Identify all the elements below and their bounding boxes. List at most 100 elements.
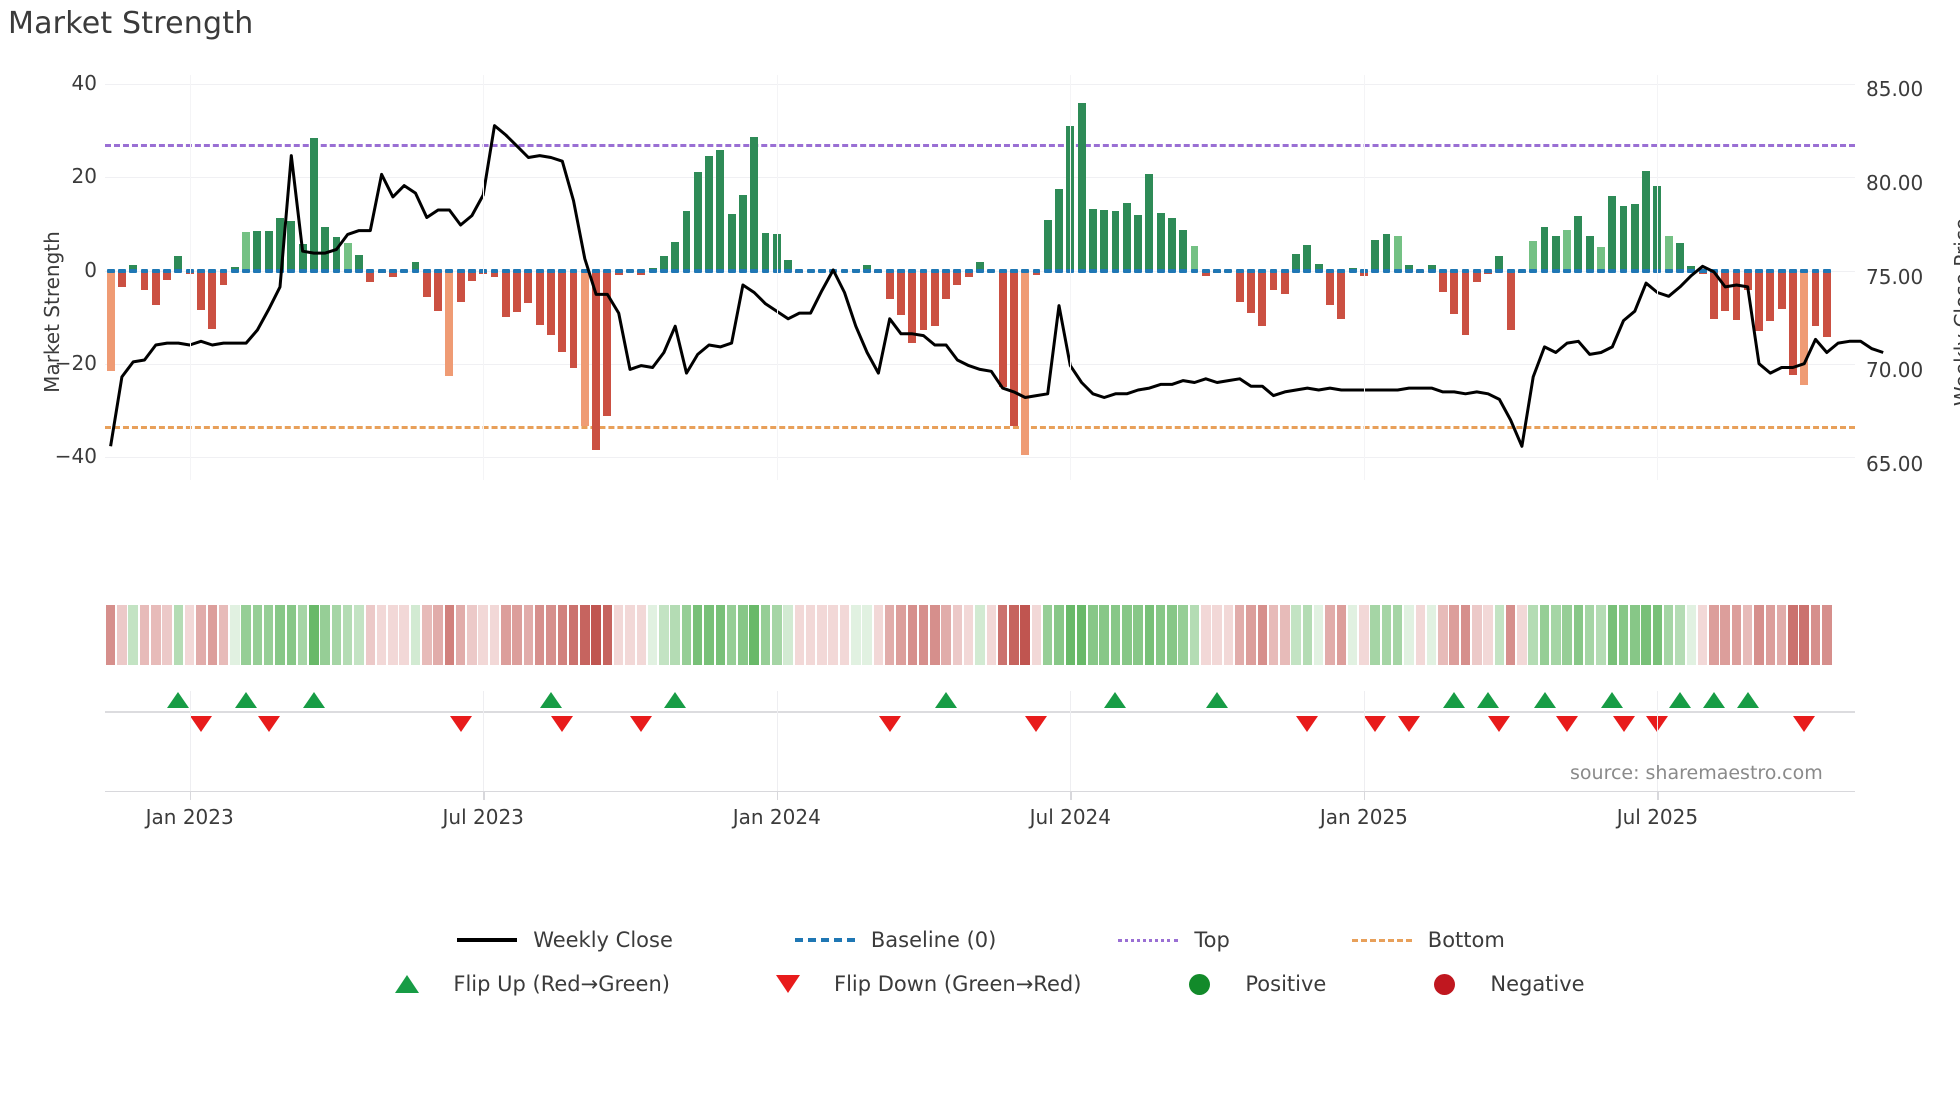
legend-item[interactable]: Flip Up (Red→Green) bbox=[375, 964, 670, 1004]
market-strength-bar bbox=[1405, 264, 1413, 271]
market-strength-bar bbox=[1608, 196, 1617, 271]
heat-strip-cell bbox=[591, 605, 601, 665]
triangle-down-red-icon bbox=[775, 975, 800, 993]
baseline-segment bbox=[422, 268, 431, 273]
market-strength-bar bbox=[197, 270, 205, 310]
heat-strip-cell bbox=[738, 605, 748, 665]
market-strength-bar bbox=[716, 149, 725, 271]
baseline-segment bbox=[1732, 268, 1741, 273]
market-strength-bar bbox=[1766, 270, 1775, 322]
top-reference-line bbox=[105, 143, 1855, 147]
legend-item[interactable]: Positive bbox=[1167, 964, 1326, 1004]
baseline-segment bbox=[1359, 268, 1368, 273]
baseline-segment bbox=[1619, 268, 1628, 273]
x-gridline bbox=[483, 691, 485, 791]
market-strength-bar bbox=[1630, 203, 1639, 271]
market-strength-bar bbox=[1461, 270, 1470, 336]
x-axis-tick-label: Jul 2023 bbox=[442, 805, 524, 829]
heat-strip-cell bbox=[580, 605, 590, 665]
baseline-segment bbox=[467, 268, 476, 273]
flip-up-marker-icon bbox=[1477, 692, 1500, 708]
x-gridline bbox=[483, 75, 485, 480]
baseline-segment bbox=[930, 268, 939, 273]
market-strength-bar bbox=[309, 138, 318, 271]
heat-strip-cell bbox=[1562, 605, 1572, 665]
heat-strip-cell bbox=[794, 605, 805, 665]
baseline-segment bbox=[1551, 268, 1560, 273]
legend-item[interactable]: Negative bbox=[1412, 964, 1585, 1004]
heat-strip-cell bbox=[1743, 605, 1753, 665]
market-strength-bar bbox=[547, 270, 555, 336]
flip-up-marker-icon bbox=[1443, 692, 1466, 708]
market-strength-bar bbox=[1055, 189, 1063, 271]
market-strength-bar bbox=[1619, 206, 1628, 271]
market-strength-bar bbox=[298, 244, 307, 271]
baseline-segment bbox=[1179, 268, 1188, 273]
heat-strip-cell bbox=[1686, 605, 1697, 665]
flip-down-marker-icon bbox=[551, 716, 574, 732]
market-strength-bar bbox=[1167, 217, 1176, 271]
market-strength-bar bbox=[1822, 270, 1831, 337]
market-strength-bar bbox=[264, 231, 273, 271]
market-strength-bar bbox=[738, 194, 747, 271]
baseline-segment bbox=[355, 268, 363, 273]
line-dashed-blue-icon bbox=[794, 938, 855, 942]
heat-strip-cell bbox=[354, 605, 364, 665]
heat-strip-cell bbox=[1460, 605, 1471, 665]
legend-item[interactable]: Baseline (0) bbox=[793, 920, 996, 960]
market-strength-bar bbox=[366, 270, 375, 282]
heat-strip-cell bbox=[1099, 605, 1109, 665]
heat-strip-cell bbox=[422, 605, 432, 665]
market-strength-bar bbox=[321, 227, 330, 271]
legend-row-2: Flip Up (Red→Green) Flip Down (Green→Red)… bbox=[0, 964, 1960, 1004]
x-axis-tick-label: Jan 2023 bbox=[145, 805, 234, 829]
baseline-segment bbox=[264, 268, 273, 273]
baseline-segment bbox=[1743, 268, 1752, 273]
legend-item[interactable]: Top bbox=[1116, 920, 1230, 960]
market-strength-bar bbox=[287, 221, 296, 271]
baseline-segment bbox=[501, 268, 510, 273]
market-strength-bar bbox=[784, 260, 792, 271]
legend-item[interactable]: Flip Down (Green→Red) bbox=[756, 964, 1081, 1004]
heat-strip-cell bbox=[117, 605, 127, 665]
heat-strip-cell bbox=[1043, 605, 1053, 665]
x-axis-tick-label: Jul 2024 bbox=[1029, 805, 1112, 829]
heat-strip-cell bbox=[997, 605, 1008, 665]
heat-strip-cell bbox=[1009, 605, 1019, 665]
heat-strip-cell bbox=[399, 605, 409, 665]
y-axis-right-tick-label: 70.00 bbox=[1866, 358, 1924, 383]
heat-strip-cell bbox=[1076, 605, 1087, 665]
baseline-segment bbox=[569, 268, 578, 273]
baseline-segment bbox=[1247, 268, 1255, 273]
legend-item[interactable]: Bottom bbox=[1350, 920, 1505, 960]
market-strength-bar bbox=[897, 270, 905, 315]
heat-strip-cell bbox=[941, 605, 951, 665]
market-strength-bar bbox=[1326, 270, 1334, 305]
flip-up-marker-icon bbox=[1206, 692, 1229, 708]
market-strength-bar bbox=[772, 233, 781, 271]
heat-strip-cell bbox=[828, 605, 838, 665]
heat-strip-cell bbox=[1641, 605, 1651, 665]
legend-label: Bottom bbox=[1427, 928, 1505, 952]
market-strength-bar bbox=[1111, 210, 1120, 271]
flip-down-marker-icon bbox=[1556, 716, 1579, 732]
market-strength-bar bbox=[1427, 264, 1436, 271]
heat-strip-cell bbox=[105, 605, 116, 665]
baseline-segment bbox=[1292, 268, 1301, 273]
x-axis-tick-mark bbox=[189, 791, 192, 800]
baseline-segment bbox=[659, 268, 668, 273]
heat-strip-cell bbox=[625, 605, 635, 665]
baseline-segment bbox=[163, 268, 172, 273]
market-strength-bar bbox=[1269, 270, 1278, 291]
baseline-segment bbox=[953, 268, 962, 273]
market-strength-bar bbox=[761, 233, 770, 271]
x-gridline bbox=[1070, 75, 1072, 480]
heat-strip-cell bbox=[1178, 605, 1188, 665]
legend-item[interactable]: Weekly Close bbox=[455, 920, 673, 960]
baseline-segment bbox=[1314, 268, 1323, 273]
baseline-segment bbox=[332, 268, 341, 273]
market-strength-bar bbox=[964, 270, 973, 277]
flip-up-marker-icon bbox=[1601, 692, 1624, 708]
flip-up-marker-icon bbox=[1702, 692, 1725, 708]
flip-down-marker-icon bbox=[1793, 716, 1816, 732]
